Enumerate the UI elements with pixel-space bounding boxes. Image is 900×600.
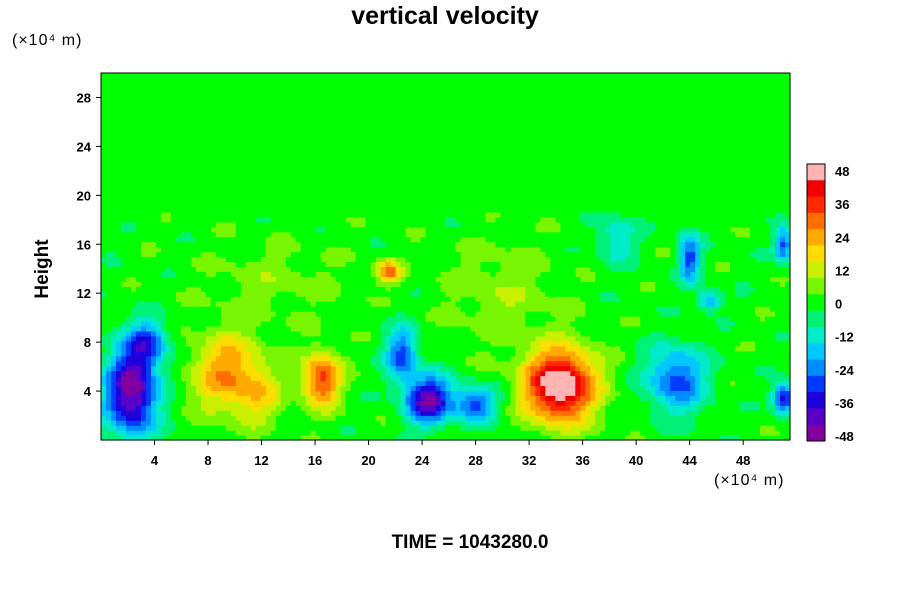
x-tick-label: 40 [629, 453, 643, 468]
colorbar-swatch [807, 196, 825, 214]
colorbar-frame [806, 163, 826, 442]
colorbar-label: -24 [835, 363, 855, 378]
colorbar-swatch [807, 326, 825, 344]
colorbar-swatch [807, 408, 825, 426]
colorbar-swatch [807, 294, 825, 312]
colorbar-label: 0 [835, 297, 842, 312]
y-tick-label: 28 [77, 90, 91, 105]
time-label: TIME = 1043280.0 [391, 532, 549, 553]
y-tick-label: 24 [77, 139, 92, 154]
x-tick-label: 4 [151, 453, 159, 468]
y-tick-label: 12 [77, 286, 91, 301]
x-axis-unit: (×10⁴ m) [714, 472, 785, 489]
colorbar-swatch [807, 343, 825, 361]
colorbar-label: 36 [835, 197, 849, 212]
colorbar-swatch [807, 375, 825, 393]
x-tick-label: 16 [308, 453, 322, 468]
colorbar-swatch [807, 424, 825, 442]
colorbar-label: 24 [835, 230, 850, 245]
y-tick-label: 8 [84, 335, 91, 350]
plot-frame [100, 72, 791, 441]
colorbar-swatch [807, 392, 825, 409]
colorbar-swatch [807, 310, 825, 328]
y-axis-ticks: 4 8 12 16 20 24 28 [77, 90, 101, 399]
colorbar-swatch [807, 180, 825, 198]
x-tick-label: 44 [682, 453, 697, 468]
colorbar-label: 48 [835, 164, 849, 179]
colorbar-swatch [807, 164, 825, 181]
x-tick-label: 32 [522, 453, 536, 468]
x-tick-label: 24 [415, 453, 430, 468]
colorbar-label: -48 [835, 429, 854, 444]
colorbar-swatch [807, 278, 825, 295]
chart-title: vertical velocity [351, 2, 539, 30]
x-tick-label: 36 [575, 453, 589, 468]
colorbar-swatch [807, 229, 825, 246]
colorbar-label: -36 [835, 396, 854, 411]
x-tick-label: 28 [468, 453, 482, 468]
heatmap-plot [100, 72, 791, 441]
x-tick-label: 8 [204, 453, 211, 468]
colorbar: 48 36 24 12 0 -12 -24 -36 -48 [806, 163, 855, 444]
x-tick-label: 12 [254, 453, 268, 468]
colorbar-label: 12 [835, 263, 849, 278]
colorbar-swatch [807, 212, 825, 230]
y-axis-unit: (×10⁴ m) [12, 32, 83, 49]
colorbar-label: -12 [835, 330, 854, 345]
colorbar-swatch [807, 245, 825, 263]
x-tick-label: 48 [736, 453, 750, 468]
y-tick-label: 20 [77, 188, 91, 203]
x-axis-ticks: 4 8 12 16 20 24 28 32 36 40 44 48 [151, 440, 750, 468]
y-tick-label: 4 [84, 384, 92, 399]
x-tick-label: 20 [361, 453, 375, 468]
colorbar-swatch [807, 261, 825, 279]
y-tick-label: 16 [77, 237, 91, 252]
colorbar-swatch [807, 359, 825, 377]
